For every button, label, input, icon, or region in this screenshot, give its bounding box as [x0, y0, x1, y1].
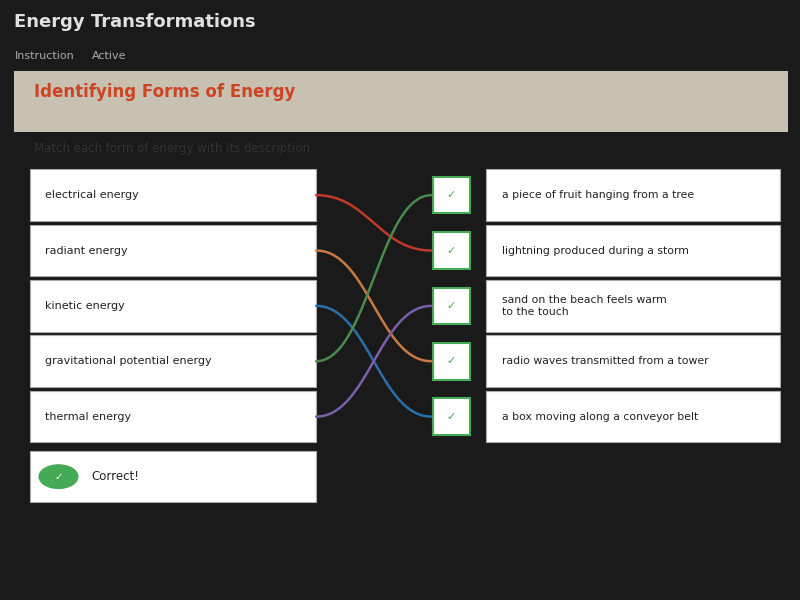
FancyBboxPatch shape — [433, 398, 470, 435]
FancyBboxPatch shape — [30, 335, 316, 387]
Text: ✓: ✓ — [446, 412, 456, 422]
FancyBboxPatch shape — [30, 224, 316, 277]
Text: ✓: ✓ — [54, 472, 62, 482]
FancyBboxPatch shape — [14, 71, 788, 132]
Circle shape — [39, 465, 78, 488]
Text: ✓: ✓ — [446, 245, 456, 256]
Text: ✓: ✓ — [446, 301, 456, 311]
FancyBboxPatch shape — [486, 280, 780, 332]
Text: ✓: ✓ — [446, 356, 456, 366]
Text: a piece of fruit hanging from a tree: a piece of fruit hanging from a tree — [502, 190, 694, 200]
FancyBboxPatch shape — [30, 391, 316, 442]
Text: ✓: ✓ — [446, 190, 456, 200]
FancyBboxPatch shape — [433, 343, 470, 380]
Text: Energy Transformations: Energy Transformations — [14, 13, 256, 31]
Text: Match each form of energy with its description.: Match each form of energy with its descr… — [34, 142, 314, 155]
Text: kinetic energy: kinetic energy — [46, 301, 125, 311]
Text: gravitational potential energy: gravitational potential energy — [46, 356, 212, 366]
FancyBboxPatch shape — [433, 232, 470, 269]
Text: Identifying Forms of Energy: Identifying Forms of Energy — [34, 83, 295, 101]
FancyBboxPatch shape — [486, 335, 780, 387]
Text: lightning produced during a storm: lightning produced during a storm — [502, 245, 689, 256]
Text: radio waves transmitted from a tower: radio waves transmitted from a tower — [502, 356, 708, 366]
Text: Instruction: Instruction — [14, 51, 74, 61]
Text: sand on the beach feels warm
to the touch: sand on the beach feels warm to the touc… — [502, 295, 666, 317]
Text: thermal energy: thermal energy — [46, 412, 131, 422]
Text: a box moving along a conveyor belt: a box moving along a conveyor belt — [502, 412, 698, 422]
FancyBboxPatch shape — [30, 169, 316, 221]
FancyBboxPatch shape — [433, 287, 470, 324]
FancyBboxPatch shape — [433, 177, 470, 214]
Text: Active: Active — [92, 51, 126, 61]
FancyBboxPatch shape — [30, 451, 316, 502]
Text: electrical energy: electrical energy — [46, 190, 139, 200]
FancyBboxPatch shape — [30, 280, 316, 332]
FancyBboxPatch shape — [486, 169, 780, 221]
FancyBboxPatch shape — [486, 391, 780, 442]
FancyBboxPatch shape — [486, 224, 780, 277]
Text: Correct!: Correct! — [92, 470, 140, 483]
Text: radiant energy: radiant energy — [46, 245, 128, 256]
